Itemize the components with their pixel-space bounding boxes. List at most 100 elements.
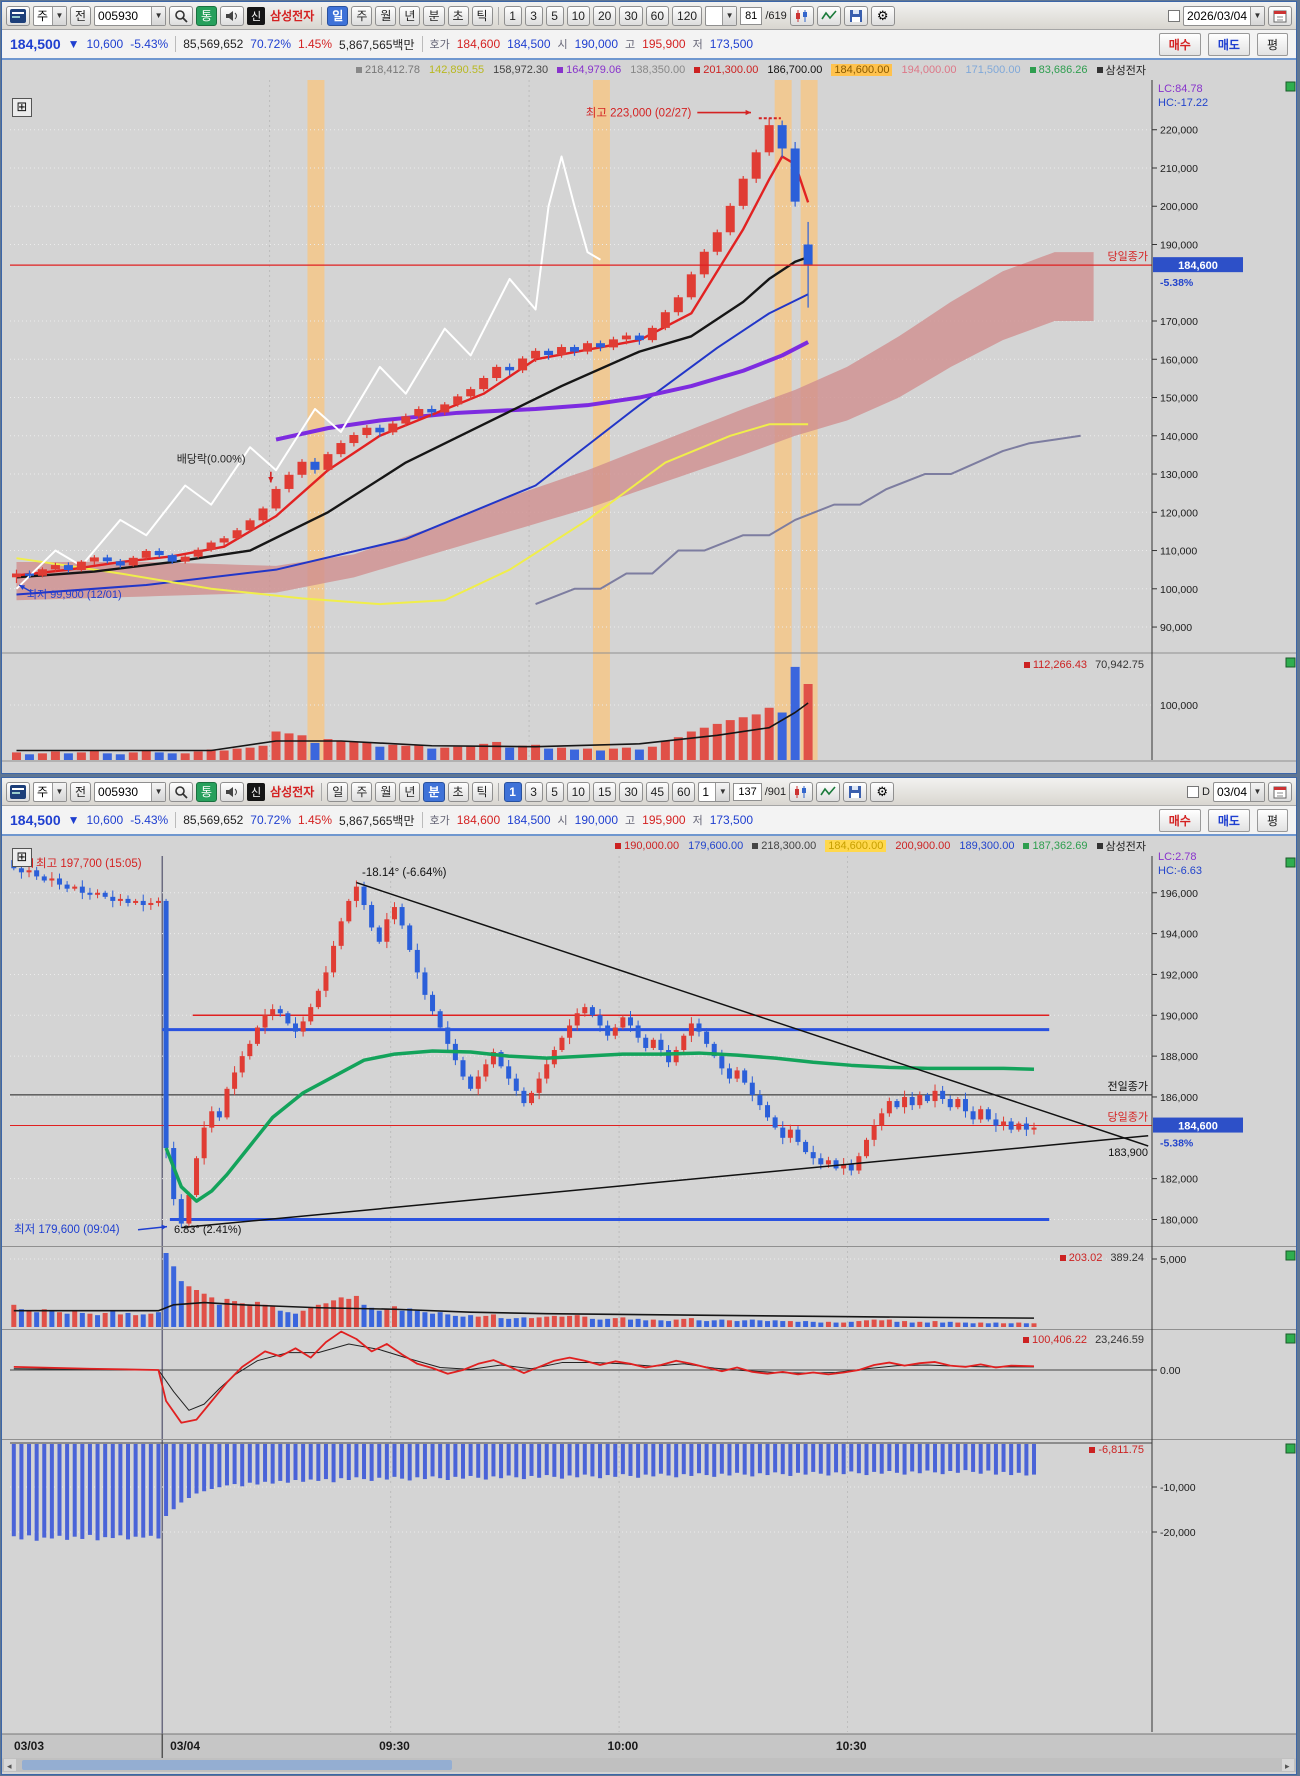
checkbox[interactable] (1187, 785, 1200, 798)
minute-chart[interactable]: 최고 197,700 (15:05) -18.14° (-6.64%) 최저 179… (2, 836, 1296, 1774)
interval-button-3[interactable]: 3 (524, 781, 543, 802)
chart-grid-icon[interactable]: ⊞ (12, 848, 32, 867)
trendline-icon[interactable] (816, 781, 841, 802)
pane-value-text: 203.02 (1068, 1252, 1103, 1264)
period-button-6[interactable]: 초 (447, 781, 469, 802)
pane-value: 70,942.75 (1095, 659, 1144, 671)
buy-button[interactable]: 매수 (1158, 808, 1201, 832)
period-button-6[interactable]: 초 (447, 5, 469, 26)
chevron-down-icon[interactable]: ▼ (1250, 6, 1264, 25)
trendline-icon[interactable] (816, 5, 841, 26)
calendar-icon[interactable] (1268, 5, 1292, 26)
chevron-down-icon[interactable]: ▼ (722, 6, 737, 25)
interval-button-45[interactable]: 45 (645, 781, 670, 802)
sell-button[interactable]: 매도 (1207, 32, 1250, 56)
chart-grid-icon[interactable]: ⊞ (12, 98, 32, 117)
period-button-1[interactable]: 일 (327, 781, 349, 802)
interval-button-10[interactable]: 10 (566, 5, 590, 26)
period-button-7[interactable]: 틱 (471, 781, 493, 802)
interval-button-30[interactable]: 30 (619, 5, 643, 26)
checkbox[interactable] (1167, 9, 1180, 22)
date-input-value: 2026/03/04 (1186, 8, 1247, 23)
interval-button-60[interactable]: 60 (672, 781, 696, 802)
chevron-down-icon[interactable]: ▼ (52, 782, 66, 801)
tick-count-select[interactable]: 1 ▼ (698, 781, 731, 802)
speaker-icon[interactable] (220, 781, 245, 802)
period-button-3[interactable]: 월 (375, 5, 397, 26)
bar-count-input[interactable]: 137 (733, 782, 762, 801)
d-label: D (1202, 785, 1210, 798)
interval-button-5[interactable]: 5 (545, 5, 564, 26)
period-button-5[interactable]: 분 (423, 5, 445, 26)
period-button-3[interactable]: 월 (375, 781, 397, 802)
save-icon[interactable] (843, 781, 868, 802)
gear-icon[interactable]: ⚙ (870, 5, 895, 26)
interval-button-10[interactable]: 10 (566, 781, 590, 802)
stock-name-label: 삼성전자 (270, 9, 315, 23)
axis-tick-label: 190,000 (1160, 239, 1198, 251)
interval-button-3[interactable]: 3 (524, 5, 543, 26)
prev-day-button[interactable]: 전 (70, 5, 92, 26)
interval-button-15[interactable]: 15 (592, 781, 617, 802)
minute-histogram-bars (11, 1444, 1036, 1541)
minute-volume-bars (11, 1253, 1037, 1327)
period-button-2[interactable]: 주 (351, 781, 373, 802)
pane-value: 112,266.43 (1023, 659, 1087, 671)
date-input[interactable]: 2026/03/04 ▼ (1182, 5, 1265, 26)
low-annotation: 최저 179,600 (09:04) (14, 1223, 120, 1236)
candle-chart-icon[interactable] (789, 5, 814, 26)
date-group: 2026/03/04 ▼ (1167, 5, 1292, 26)
period-button-7[interactable]: 틱 (471, 5, 493, 26)
interval-button-30[interactable]: 30 (619, 781, 643, 802)
flat-button[interactable]: 평 (1256, 32, 1288, 56)
axis-tick-label: 140,000 (1160, 431, 1198, 443)
chevron-down-icon[interactable]: ▼ (52, 6, 66, 25)
down-arrow-icon: ▼ (67, 37, 80, 51)
period-button-2[interactable]: 주 (351, 5, 373, 26)
pane-value: 389.24 (1110, 1252, 1144, 1264)
interval-button-60[interactable]: 60 (645, 5, 670, 26)
ask-price: 184,600 (456, 37, 501, 51)
tong-button[interactable]: 통 (196, 5, 218, 26)
chevron-down-icon[interactable]: ▼ (1250, 782, 1264, 801)
daily-chart[interactable]: 당일종가 최고 223,000 (02/27) 배당락(0.00%) 최저 99,90… (2, 60, 1296, 772)
interval-button-1[interactable]: 1 (503, 5, 522, 26)
period-button-4[interactable]: 년 (399, 5, 421, 26)
candle-chart-icon[interactable] (789, 781, 814, 802)
bid-price: 184,500 (507, 813, 551, 827)
search-icon[interactable] (169, 781, 194, 802)
unit-select[interactable]: 주 ▼ (33, 781, 67, 802)
svg-text:184,600: 184,600 (1178, 1121, 1218, 1133)
period-button-4[interactable]: 년 (399, 781, 421, 802)
bar-count-input[interactable]: 81 (740, 6, 763, 25)
calendar-icon[interactable] (1268, 781, 1292, 802)
high-label: 고 (625, 39, 636, 51)
stock-code-input[interactable]: 005930 ▼ (94, 781, 167, 802)
speaker-icon[interactable] (220, 5, 245, 26)
sell-button[interactable]: 매도 (1207, 808, 1250, 832)
date-input[interactable]: 03/04 ▼ (1212, 781, 1265, 802)
unit-select[interactable]: 주 ▼ (33, 5, 67, 26)
interval-button-5[interactable]: 5 (545, 781, 564, 802)
h-scrollbar-thumb[interactable] (22, 1760, 452, 1770)
chevron-down-icon[interactable]: ▼ (151, 782, 166, 801)
period-button-5[interactable]: 분 (423, 781, 445, 802)
buy-button[interactable]: 매수 (1158, 32, 1201, 56)
chevron-down-icon[interactable]: ▼ (151, 6, 166, 25)
prev-day-button[interactable]: 전 (70, 781, 92, 802)
interval-button-1[interactable]: 1 (503, 781, 522, 802)
period-button-1[interactable]: 일 (327, 5, 349, 26)
axis-tick-label: 130,000 (1160, 469, 1198, 481)
window-icon[interactable] (6, 781, 30, 802)
interval-button-20[interactable]: 20 (592, 5, 617, 26)
search-icon[interactable] (169, 5, 194, 26)
chevron-down-icon[interactable]: ▼ (715, 782, 730, 801)
flat-button[interactable]: 평 (1256, 808, 1288, 832)
interval-button-120[interactable]: 120 (672, 5, 703, 26)
save-icon[interactable] (843, 5, 868, 26)
gear-icon[interactable]: ⚙ (870, 781, 895, 802)
stock-code-input[interactable]: 005930 ▼ (94, 5, 167, 26)
window-icon[interactable] (6, 5, 30, 26)
extra-select[interactable]: ▼ (705, 5, 738, 26)
tong-button[interactable]: 통 (196, 781, 218, 802)
